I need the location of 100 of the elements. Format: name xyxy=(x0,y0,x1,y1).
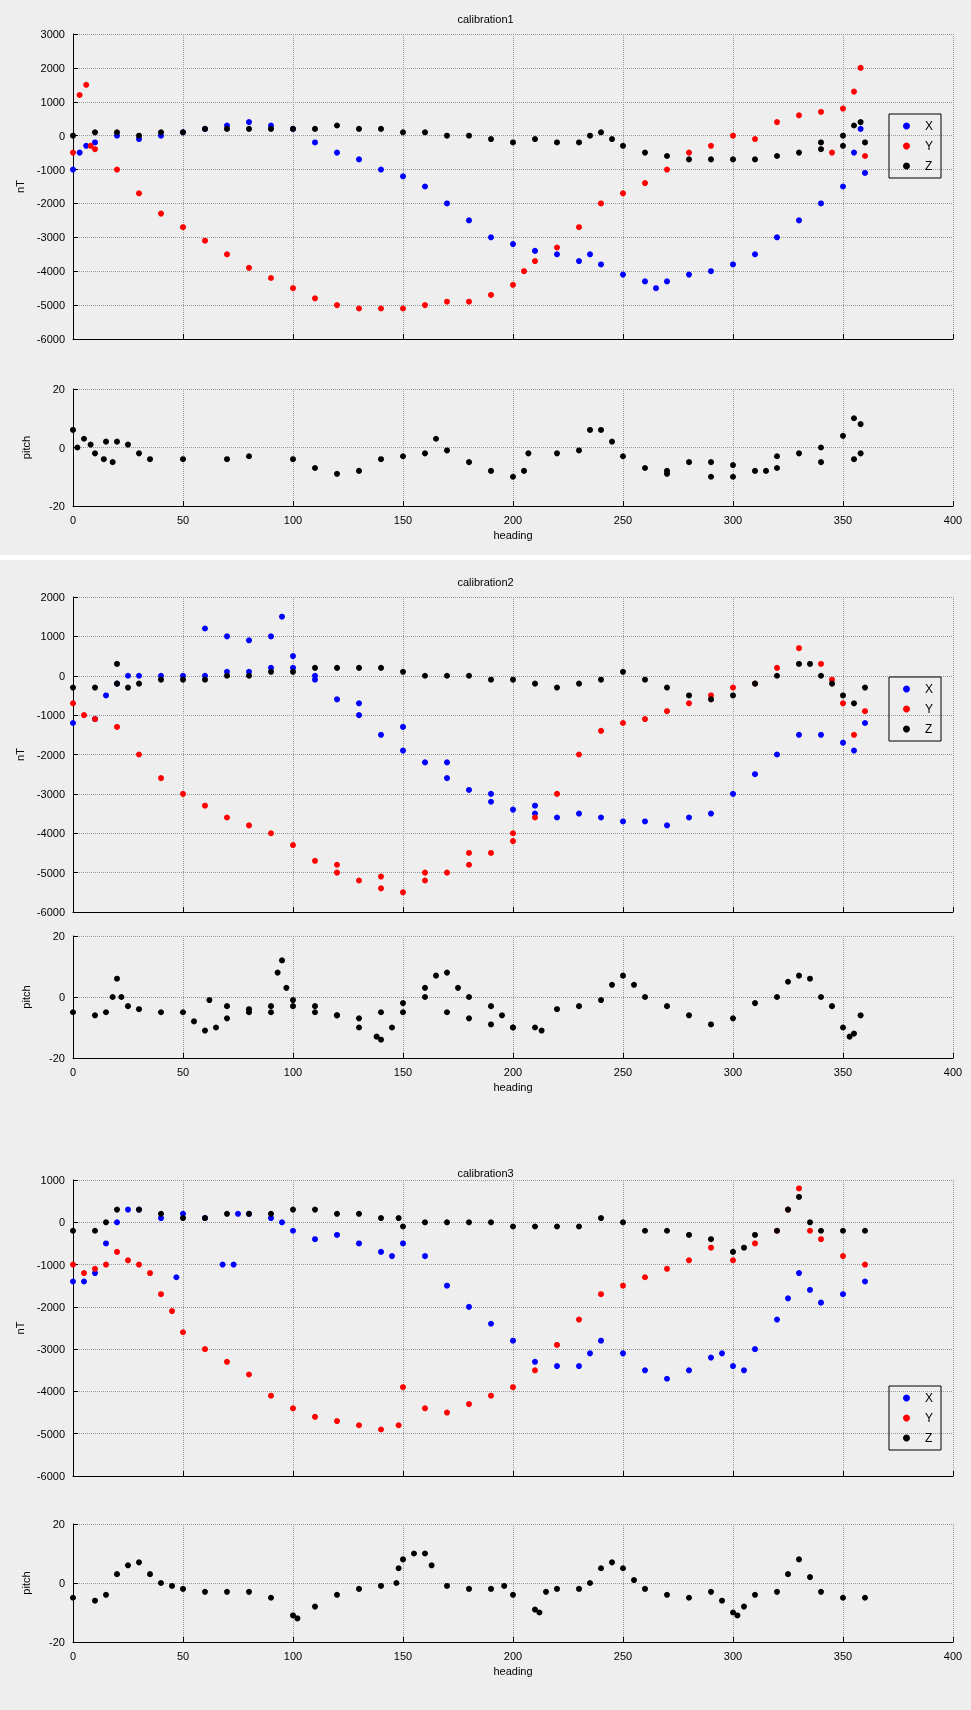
point xyxy=(752,467,758,474)
x-tick-label: 200 xyxy=(503,1065,523,1078)
point xyxy=(466,1219,472,1226)
point xyxy=(851,122,857,129)
y-tick-label: -20 xyxy=(49,1052,65,1064)
point xyxy=(818,146,824,153)
point xyxy=(796,1556,802,1563)
point xyxy=(202,237,208,244)
point xyxy=(620,1350,626,1357)
point xyxy=(103,1261,109,1268)
point xyxy=(752,136,758,143)
point xyxy=(356,877,362,884)
point xyxy=(510,1223,516,1230)
point xyxy=(411,1550,417,1557)
point xyxy=(290,842,296,849)
point xyxy=(444,1219,450,1226)
point xyxy=(466,849,472,856)
point xyxy=(818,672,824,679)
y-tick-label: -1000 xyxy=(36,163,65,176)
point xyxy=(774,672,780,679)
point xyxy=(356,305,362,312)
point xyxy=(422,450,428,457)
point xyxy=(125,1562,131,1569)
point xyxy=(576,139,582,146)
point xyxy=(525,450,532,457)
point xyxy=(202,676,208,683)
point xyxy=(158,1580,164,1586)
point xyxy=(554,790,560,797)
point xyxy=(444,869,450,876)
x-axis-title: heading xyxy=(493,1081,533,1094)
point xyxy=(290,1612,296,1619)
y-tick-label: 1000 xyxy=(40,95,65,108)
y-tick-label: 20 xyxy=(52,930,65,942)
point xyxy=(708,1244,714,1251)
x-tick-label: 250 xyxy=(613,1065,633,1078)
point xyxy=(444,1582,450,1589)
point xyxy=(730,462,736,469)
point xyxy=(686,156,692,163)
point xyxy=(741,1367,747,1374)
point xyxy=(796,112,802,119)
point xyxy=(510,1337,516,1344)
point xyxy=(796,217,802,224)
point xyxy=(488,467,494,474)
point xyxy=(818,660,824,667)
point xyxy=(752,1231,758,1238)
point xyxy=(169,1308,175,1315)
point xyxy=(466,786,472,793)
point xyxy=(87,142,94,149)
point xyxy=(334,696,340,703)
point xyxy=(851,747,857,754)
point xyxy=(294,1615,301,1622)
point xyxy=(92,146,98,153)
point xyxy=(664,278,670,285)
point xyxy=(664,153,670,159)
point xyxy=(510,473,516,480)
point xyxy=(334,861,340,868)
point xyxy=(774,453,780,460)
point xyxy=(587,1350,593,1357)
point xyxy=(642,1227,648,1234)
point xyxy=(730,790,736,797)
point xyxy=(488,1320,494,1327)
point xyxy=(136,1261,142,1268)
point xyxy=(400,747,406,754)
y-tick-label: 2000 xyxy=(40,61,65,74)
point xyxy=(136,1559,142,1566)
point xyxy=(290,456,296,463)
x-tick-label: 400 xyxy=(943,1649,963,1662)
point xyxy=(70,1227,76,1234)
point xyxy=(103,692,109,699)
point xyxy=(620,818,626,825)
point xyxy=(395,1565,402,1572)
point xyxy=(114,438,120,445)
point xyxy=(466,298,472,305)
point xyxy=(268,830,274,837)
point xyxy=(422,1253,428,1260)
point xyxy=(488,1219,494,1226)
legend-label: Z xyxy=(925,1431,933,1445)
point xyxy=(642,1367,648,1374)
point xyxy=(857,119,864,126)
point xyxy=(598,676,604,683)
point xyxy=(840,1594,846,1601)
point xyxy=(356,712,362,719)
legend-label: Z xyxy=(925,159,933,173)
point xyxy=(92,1227,98,1234)
point xyxy=(598,261,604,268)
y-tick-label: 20 xyxy=(52,1518,65,1530)
legend-label: X xyxy=(925,1391,934,1405)
point xyxy=(81,1270,87,1277)
legend-label: Z xyxy=(925,722,933,736)
point xyxy=(730,473,736,480)
point xyxy=(774,1588,780,1595)
point xyxy=(576,751,582,758)
point xyxy=(378,1426,384,1433)
point xyxy=(664,822,670,829)
point xyxy=(532,258,538,265)
point xyxy=(114,1206,120,1213)
point xyxy=(488,676,494,683)
point xyxy=(642,818,648,825)
point xyxy=(510,830,516,837)
point xyxy=(857,421,864,428)
